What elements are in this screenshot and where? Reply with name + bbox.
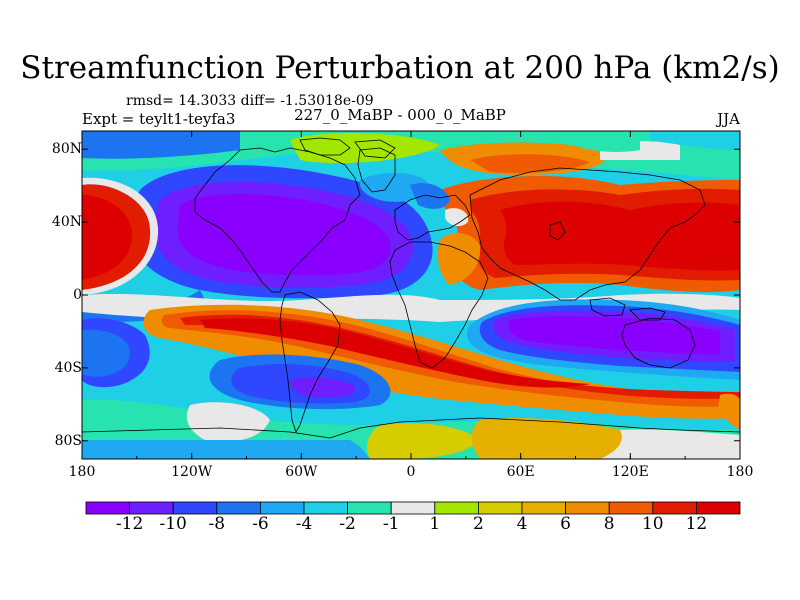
y-tick-label: 40S [54, 359, 82, 376]
colorbar-swatch [477, 501, 523, 515]
colorbar-label: -1 [382, 514, 400, 534]
colorbar-swatch [303, 501, 348, 515]
comparison-label: 227_0_MaBP - 000_0_MaBP [294, 106, 506, 124]
colorbar-label: -2 [339, 514, 356, 534]
x-tick-label: 180 [68, 464, 96, 480]
season-label: JJA [717, 110, 740, 128]
stats-label: rmsd= 14.3033 diff= -1.53018e-09 [126, 93, 374, 109]
y-tick-label: 80N [51, 141, 82, 158]
colorbar-label: -4 [295, 514, 313, 534]
y-tick-label: 0 [73, 287, 82, 303]
colorbar-swatch [521, 501, 566, 515]
colorbar-label: 6 [560, 514, 572, 534]
colorbar-label: -8 [208, 514, 226, 534]
x-tick-label: 120W [171, 464, 213, 480]
axis-ticks [81, 131, 741, 459]
x-tick-label: 120E [611, 464, 649, 480]
colorbar-label: 4 [516, 514, 528, 534]
x-tick-label: 180 [726, 464, 754, 480]
colorbar-label: 1 [429, 514, 441, 534]
colorbar-label: 8 [603, 514, 615, 534]
y-tick-label: 40N [51, 214, 82, 231]
colorbar-swatch [434, 501, 479, 515]
colorbar-label: -10 [159, 514, 187, 534]
colorbar-label: -12 [115, 514, 144, 534]
colorbar-swatch [696, 501, 741, 515]
coastlines [82, 137, 740, 439]
x-tick-label: 60W [285, 464, 318, 480]
colorbar-label: 10 [641, 514, 664, 534]
colorbar-swatch [85, 501, 130, 515]
experiment-label: Expt = teylt1-teyfa3 [82, 110, 236, 128]
colorbar-label: 12 [685, 514, 708, 534]
y-tick-label: 80S [54, 432, 82, 449]
plot-title: Streamfunction Perturbation at 200 hPa (… [20, 50, 780, 86]
colorbar-swatch [129, 501, 174, 515]
colorbar-swatch [565, 501, 610, 515]
colorbar-label: 2 [472, 514, 484, 534]
colorbar [85, 501, 741, 515]
colorbar-swatch [347, 501, 392, 515]
x-tick-label: 0 [406, 464, 416, 480]
contour-field [82, 131, 740, 459]
colorbar-swatch [390, 501, 436, 515]
colorbar-swatch [216, 501, 261, 515]
x-tick-label: 60E [506, 464, 535, 480]
colorbar-swatch [608, 501, 654, 515]
colorbar-label: -6 [252, 514, 269, 534]
colorbar-swatch [652, 501, 697, 515]
colorbar-swatch [259, 501, 305, 515]
colorbar-swatch [172, 501, 218, 515]
